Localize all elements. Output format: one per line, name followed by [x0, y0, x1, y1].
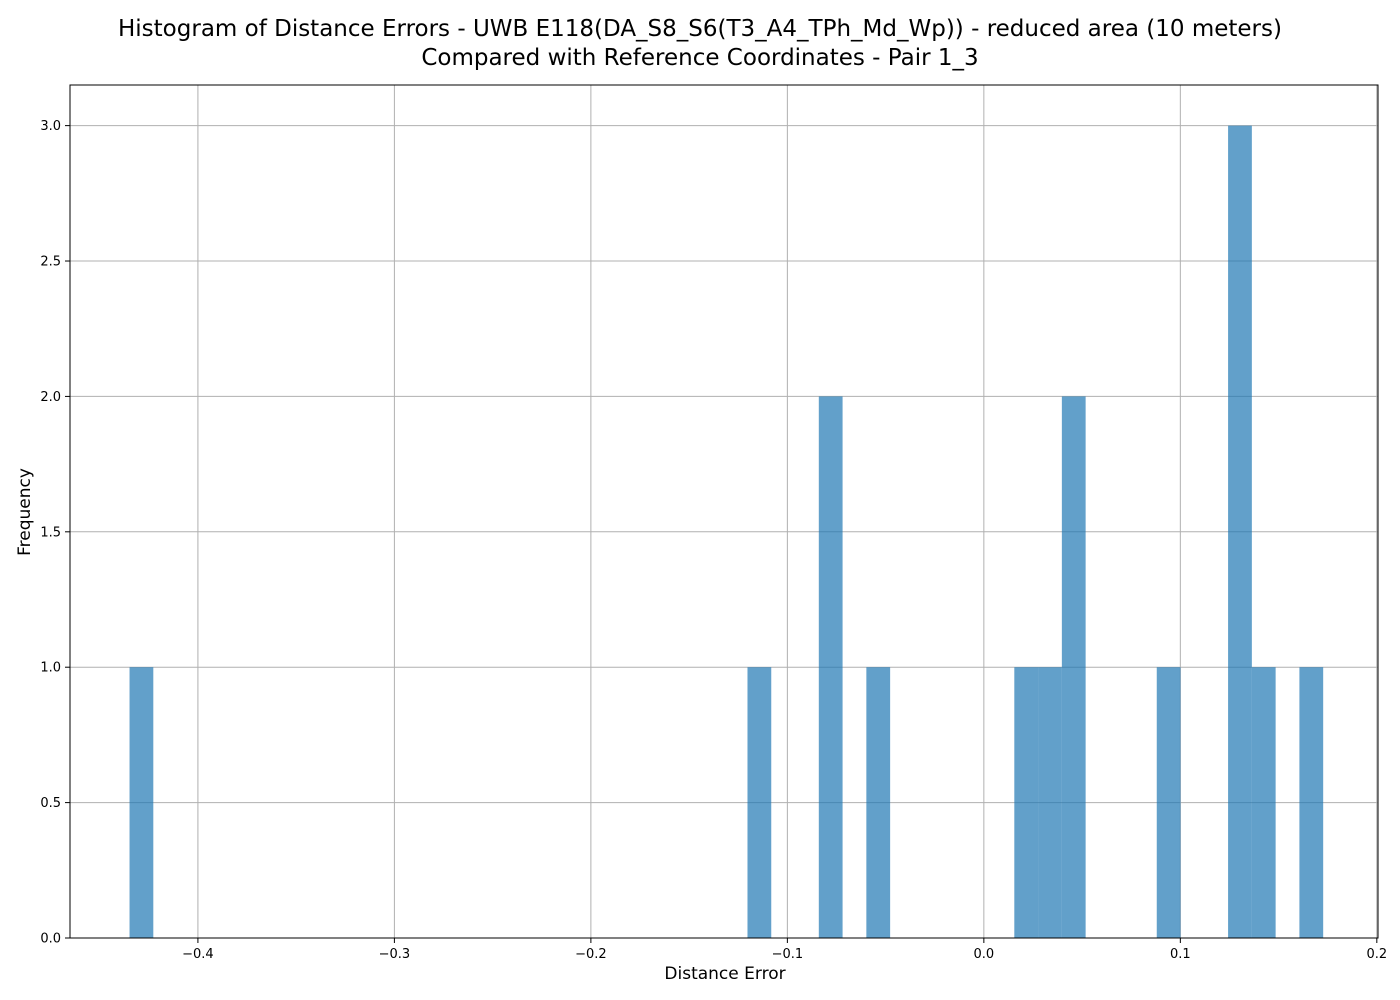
axes-frame: [69, 84, 1379, 939]
histogram-bar: [1061, 396, 1086, 938]
axis-ticks: −0.4 −0.3 −0.2 −0.1 0.0 0.1 0.2 0.0 0.5 1.0 1.5 2.0…: [40, 119, 1387, 962]
x-tick-label: 0.0: [974, 947, 995, 962]
x-tick-label: −0.3: [379, 947, 411, 962]
histogram-bar: [1156, 667, 1181, 938]
histogram-bar: [129, 667, 154, 938]
grid-lines: [70, 85, 1378, 939]
y-tick-label: 0.5: [40, 796, 61, 811]
x-tick-label: −0.4: [182, 947, 214, 962]
x-tick-label: 0.1: [1170, 947, 1191, 962]
chart-subtitle: Compared with Reference Coordinates - Pa…: [421, 45, 979, 71]
histogram-bar: [1038, 667, 1062, 938]
histogram-bar: [818, 396, 843, 938]
x-tick-label: 0.2: [1366, 947, 1387, 962]
y-tick-label: 2.5: [40, 255, 61, 270]
y-axis-label: Frequency: [15, 468, 35, 556]
histogram-bar: [1228, 125, 1252, 939]
histogram-bars: [129, 125, 1324, 939]
histogram-bar: [1014, 667, 1039, 938]
x-tick-label: −0.1: [772, 947, 804, 962]
histogram-bar: [1299, 667, 1324, 938]
y-tick-label: 3.0: [40, 119, 61, 134]
y-tick-label: 1.5: [40, 525, 61, 540]
chart-title: Histogram of Distance Errors - UWB E118(…: [118, 16, 1282, 42]
y-tick-label: 0.0: [40, 932, 61, 947]
x-tick-label: −0.2: [575, 947, 607, 962]
histogram-bar: [1251, 667, 1276, 938]
y-tick-label: 1.0: [40, 661, 61, 676]
histogram-bar: [866, 667, 891, 938]
histogram-bar: [747, 667, 772, 938]
y-tick-label: 2.0: [40, 390, 61, 405]
x-axis-label: Distance Error: [664, 964, 786, 984]
